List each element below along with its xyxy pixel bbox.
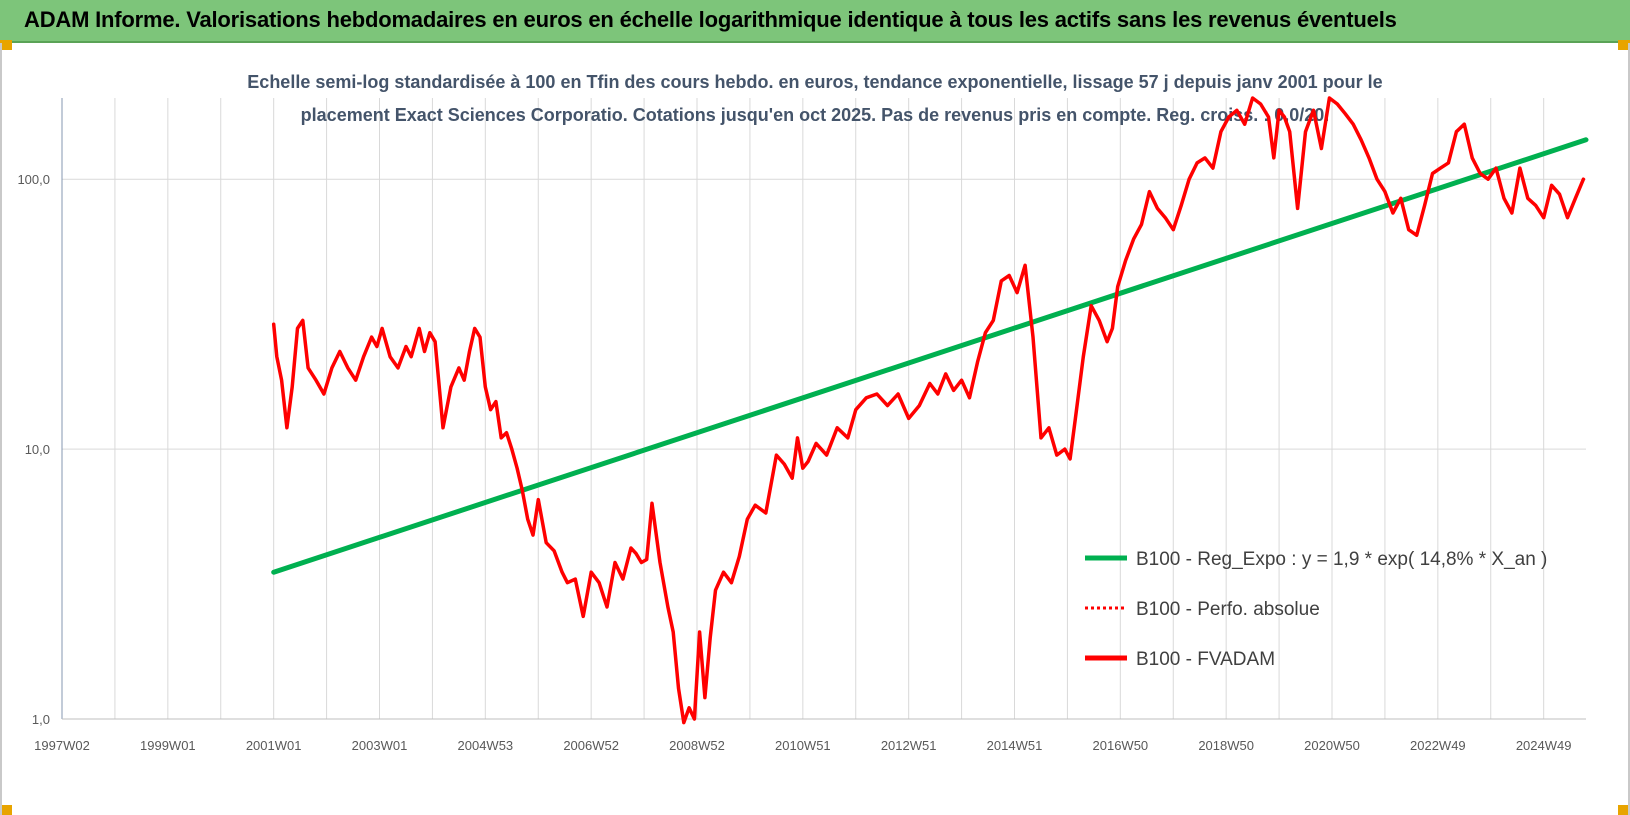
y-tick-label: 100,0 (17, 172, 50, 187)
series-line-fvadam (271, 96, 1586, 725)
report-title: ADAM Informe. Valorisations hebdomadaire… (24, 7, 1397, 32)
series-line-regression (271, 137, 1589, 575)
legend-entry: B100 - FVADAM (1136, 649, 1275, 670)
x-tick-label: 2016W50 (1093, 738, 1149, 753)
x-tick-label: 2012W51 (881, 738, 937, 753)
x-tick-label: 2020W50 (1304, 738, 1360, 753)
x-tick-label: 1999W01 (140, 738, 196, 753)
x-tick-label: 2018W50 (1198, 738, 1254, 753)
x-tick-label: 1997W02 (34, 738, 90, 753)
x-tick-label: 2004W53 (458, 738, 514, 753)
chart-subtitle-line: Echelle semi-log standardisée à 100 en T… (247, 72, 1382, 92)
corner-marker-bottom-right (1618, 805, 1630, 815)
x-tick-label: 2010W51 (775, 738, 831, 753)
x-tick-label: 2003W01 (352, 738, 408, 753)
x-tick-label: 2014W51 (987, 738, 1043, 753)
legend-entry: B100 - Reg_Expo : y = 1,9 * exp( 14,8% *… (1136, 549, 1547, 570)
x-tick-label: 2008W52 (669, 738, 725, 753)
x-tick-label: 2006W52 (563, 738, 619, 753)
x-tick-label: 2024W49 (1516, 738, 1572, 753)
header-banner: ADAM Informe. Valorisations hebdomadaire… (0, 0, 1630, 43)
y-tick-label: 1,0 (32, 712, 50, 727)
corner-marker-bottom-left (0, 805, 12, 815)
legend-entry: B100 - Perfo. absolue (1136, 599, 1320, 620)
x-tick-label: 2022W49 (1410, 738, 1466, 753)
x-tick-label: 2001W01 (246, 738, 302, 753)
chart-area: 1,0 10,0 100,0 1997W02 1999W01 2001W01 2003W01… (17, 72, 1589, 753)
chart-frame: 1,0 10,0 100,0 1997W02 1999W01 2001W01 2003W01… (0, 43, 1630, 815)
chart-subtitle-line: placement Exact Sciences Corporatio. Cot… (301, 105, 1330, 125)
y-tick-label: 10,0 (25, 442, 50, 457)
corner-marker-top-right (1618, 40, 1630, 50)
corner-marker-top-left (0, 40, 12, 50)
